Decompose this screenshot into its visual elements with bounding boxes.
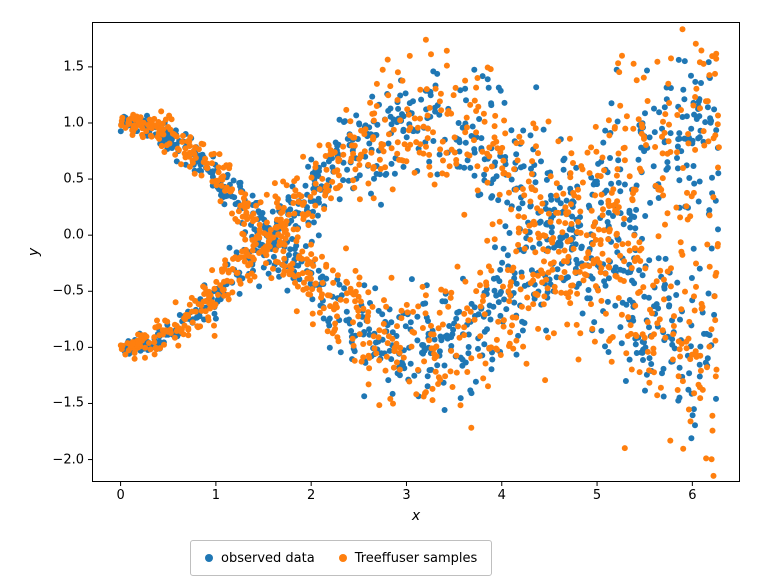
- legend-marker-samples: [339, 554, 347, 562]
- y-tick-label: 1.0: [63, 115, 84, 130]
- y-tick-label: −2.0: [52, 452, 84, 467]
- x-tick-label: 4: [498, 488, 506, 503]
- legend: observed data Treeffuser samples: [190, 540, 492, 576]
- legend-label-samples: Treeffuser samples: [355, 551, 478, 566]
- x-tick-label: 3: [402, 488, 410, 503]
- legend-label-observed: observed data: [221, 551, 315, 566]
- legend-item-samples: Treeffuser samples: [339, 551, 478, 566]
- y-tick-label: −1.5: [52, 396, 84, 411]
- y-tick-label: −0.5: [52, 284, 84, 299]
- x-axis-label: x: [412, 508, 420, 524]
- y-tick-label: 0.5: [63, 172, 84, 187]
- x-tick-label: 5: [593, 488, 601, 503]
- figure: 0 1 2 3 4 5 6 −2.0 −1.5 −1.0 −0.5 0.0 0.5 1.0 1.5 x y…: [0, 0, 768, 576]
- legend-marker-observed: [205, 554, 213, 562]
- y-axis-label: y: [26, 248, 42, 256]
- y-ticks: [88, 67, 92, 460]
- x-tick-label: 0: [116, 488, 124, 503]
- x-tick-label: 2: [307, 488, 315, 503]
- legend-item-observed: observed data: [205, 551, 315, 566]
- x-tick-label: 1: [212, 488, 220, 503]
- y-tick-label: 0.0: [63, 228, 84, 243]
- y-tick-label: 1.5: [63, 59, 84, 74]
- scatter-plot: [92, 22, 740, 482]
- y-tick-label: −1.0: [52, 340, 84, 355]
- x-tick-label: 6: [688, 488, 696, 503]
- scatter-series-samples: [118, 26, 722, 479]
- x-ticks: [121, 482, 693, 486]
